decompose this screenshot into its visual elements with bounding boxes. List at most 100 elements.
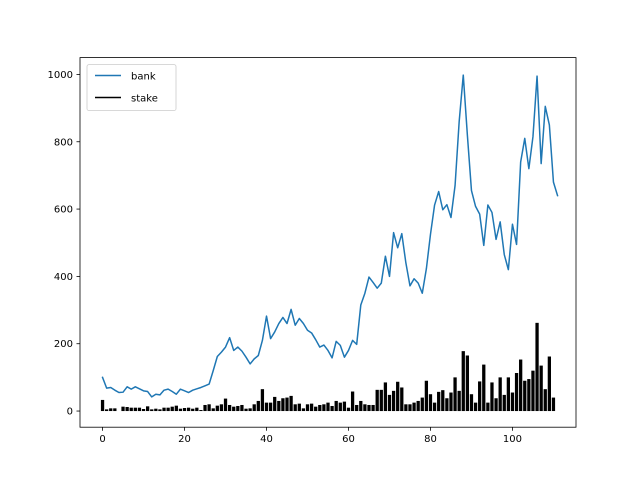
bank-line: [101, 74, 559, 398]
stake-bar: [191, 408, 195, 412]
stake-bar: [199, 410, 203, 412]
stake-bar: [391, 390, 396, 412]
y-tick-label: 800: [54, 137, 73, 148]
plot-frame: [79, 57, 577, 428]
stake-bar: [531, 370, 535, 412]
x-tick-label: 100: [503, 434, 522, 445]
stake-bar: [432, 402, 437, 412]
stake-bar: [268, 402, 273, 412]
stake-bar: [404, 404, 408, 412]
stake-bar: [154, 408, 158, 412]
stake-bar: [494, 398, 498, 412]
stake-bar: [301, 408, 306, 412]
stake-bar: [453, 377, 457, 412]
stake-bar: [457, 390, 461, 412]
stake-bar: [400, 387, 404, 412]
stake-bar: [170, 406, 174, 412]
stake-bar: [330, 405, 334, 412]
y-tick-label: 600: [54, 205, 73, 216]
stake-bar: [289, 395, 293, 412]
stake-bar: [256, 400, 260, 412]
stake-bar: [367, 404, 371, 412]
stake-bar: [223, 398, 228, 412]
stake-bar: [215, 405, 219, 412]
stake-bar: [383, 382, 388, 412]
stake-bar: [437, 391, 441, 412]
stake-bar: [359, 400, 363, 412]
stake-bar: [207, 404, 211, 412]
stake-bar: [490, 382, 494, 412]
stake-bar: [416, 400, 420, 412]
stake-bar: [523, 380, 527, 412]
x-tick-label: 80: [424, 434, 437, 445]
stake-bar: [502, 394, 506, 412]
y-axis-ticks: 0 200 400 600 800 1000: [48, 70, 80, 418]
x-tick-label: 20: [178, 434, 191, 445]
y-tick-label: 0: [67, 407, 73, 418]
stake-bar: [465, 355, 470, 412]
stake-bar: [318, 404, 322, 412]
stake-bar: [166, 407, 170, 412]
stake-bar: [277, 400, 281, 412]
stake-bar: [100, 399, 105, 412]
stake-bar: [158, 409, 162, 412]
stake-bar: [445, 398, 449, 412]
stake-bar: [109, 408, 113, 412]
stake-bar: [240, 404, 244, 412]
stake-bar: [281, 398, 285, 412]
stake-bar: [146, 406, 150, 412]
stake-bar: [355, 404, 359, 412]
stake-bar: [342, 401, 347, 412]
stake-bar: [396, 381, 400, 412]
stake-bar: [182, 408, 187, 412]
x-tick-label: 60: [342, 434, 355, 445]
stake-bar: [322, 404, 326, 412]
stake-bar: [506, 377, 510, 412]
stake-bar: [498, 377, 502, 412]
stake-bar: [314, 406, 318, 412]
stake-bar: [379, 389, 383, 412]
stake-bar: [363, 404, 367, 412]
stake-bar: [412, 402, 416, 412]
stake-bar: [375, 389, 379, 412]
y-tick-label: 400: [54, 272, 73, 283]
stake-bar: [174, 405, 178, 412]
stake-bar: [244, 408, 248, 412]
stake-bar: [186, 407, 191, 412]
y-tick-label: 200: [54, 339, 73, 350]
stake-bar: [338, 402, 342, 412]
stake-bar: [535, 322, 539, 412]
stake-bar: [514, 373, 519, 412]
stake-bar: [519, 359, 523, 412]
stake-bar: [150, 409, 154, 412]
x-tick-label: 40: [260, 434, 273, 445]
stake-bars: [100, 322, 556, 412]
stake-bar: [539, 365, 543, 412]
stake-bar: [461, 351, 465, 412]
stake-bar: [232, 406, 236, 412]
stake-bar: [449, 392, 453, 412]
stake-bar: [211, 408, 215, 412]
x-axis-ticks: 0 20 40 60 80 100: [99, 427, 522, 445]
stake-bar: [428, 394, 433, 412]
legend-label-stake: stake: [131, 94, 158, 105]
stake-bar: [473, 402, 478, 412]
stake-bar: [178, 408, 183, 412]
stake-bar: [125, 407, 129, 412]
stake-bar: [219, 404, 224, 412]
stake-bar: [141, 409, 146, 412]
stake-bar: [346, 407, 351, 412]
stake-bar: [486, 402, 490, 412]
stake-bar: [420, 397, 424, 412]
stake-bar: [195, 407, 199, 412]
stake-bar: [547, 356, 551, 412]
stake-bar: [252, 404, 256, 412]
stake-bar: [227, 404, 232, 412]
stake-bar: [137, 407, 142, 412]
stake-bar: [264, 402, 269, 412]
stake-bar: [478, 381, 482, 412]
stake-bar: [105, 409, 109, 412]
stake-bar: [551, 397, 556, 412]
stake-bar: [371, 404, 375, 412]
